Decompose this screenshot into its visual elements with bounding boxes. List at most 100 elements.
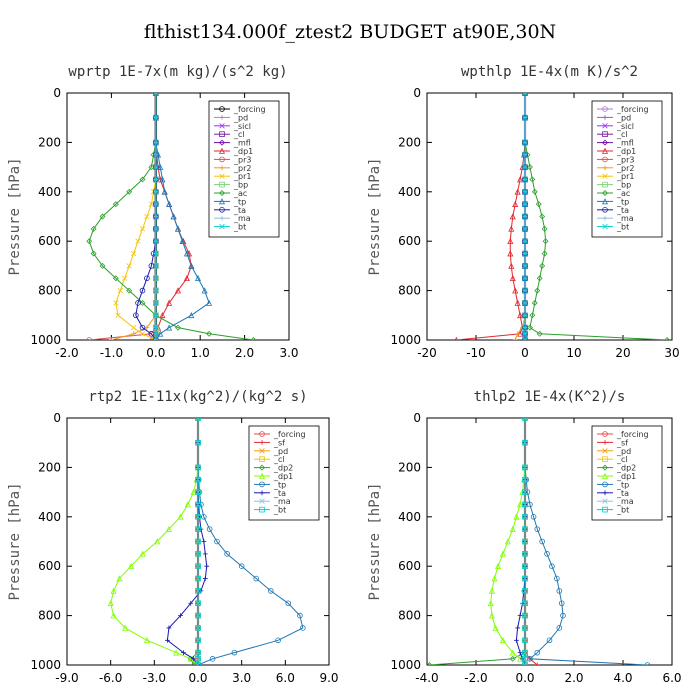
- series-line-pr3: [89, 93, 157, 340]
- data-point: [522, 501, 528, 508]
- data-point: [206, 526, 213, 532]
- data-point: [529, 176, 536, 183]
- series-line-ta: [135, 93, 157, 340]
- y-axis-label: Pressure [hPa]: [367, 157, 383, 275]
- panel-title: rtp2 1E-11x(kg^2)/(kg^2 s): [88, 389, 307, 405]
- data-point: [522, 226, 528, 232]
- data-point: [514, 188, 521, 195]
- data-point: [166, 625, 172, 631]
- data-point: [534, 287, 541, 294]
- data-point: [201, 539, 207, 544]
- data-point: [153, 213, 159, 220]
- x-tick-label: 4.0: [613, 671, 632, 685]
- data-point: [522, 152, 528, 158]
- data-point: [195, 538, 201, 545]
- legend-entry: _cl: [616, 130, 628, 139]
- data-point: [488, 612, 495, 619]
- data-point: [522, 600, 528, 607]
- x-tick-label: 2.0: [235, 346, 254, 360]
- data-point: [522, 164, 528, 170]
- legend-marker: [602, 123, 608, 129]
- data-point: [195, 476, 201, 483]
- x-tick-label: -3.0: [143, 671, 166, 685]
- y-tick-label: 400: [398, 510, 421, 524]
- legend-box: [208, 100, 280, 238]
- data-point: [110, 612, 117, 619]
- legend-marker: [602, 490, 608, 496]
- y-tick-label: 800: [38, 609, 61, 623]
- x-tick-label: 6.0: [662, 671, 681, 685]
- data-point: [153, 300, 159, 306]
- legend-entry: _bt: [273, 506, 286, 515]
- data-point: [178, 613, 183, 618]
- data-point: [177, 513, 184, 520]
- legend-marker: [219, 223, 225, 230]
- data-point: [165, 637, 170, 643]
- legend-marker: [602, 190, 608, 196]
- data-point: [214, 538, 220, 545]
- series-line-dp2: [429, 418, 526, 665]
- legend-entry: _tp: [273, 480, 286, 489]
- data-point: [195, 600, 201, 607]
- data-point: [175, 324, 181, 331]
- y-tick-label: 1000: [30, 333, 61, 347]
- data-point: [522, 189, 528, 195]
- data-point: [183, 250, 190, 257]
- legend-marker: [219, 156, 225, 163]
- data-point: [522, 238, 528, 244]
- data-point: [195, 464, 201, 471]
- data-point: [515, 625, 521, 631]
- x-tick-label: 9.0: [319, 671, 338, 685]
- data-point: [529, 312, 536, 319]
- data-point: [238, 563, 245, 569]
- data-point: [507, 237, 514, 244]
- data-point: [541, 250, 548, 257]
- legend-marker: [601, 198, 609, 205]
- data-point: [159, 176, 166, 183]
- legend-marker: [219, 123, 225, 129]
- legend-entry: _tp: [616, 480, 629, 489]
- data-point: [522, 250, 528, 257]
- legend-marker: [259, 481, 265, 488]
- data-point: [110, 587, 117, 594]
- data-point: [509, 213, 516, 220]
- data-point: [153, 263, 159, 269]
- data-point: [522, 324, 528, 331]
- x-tick-label: 3.0: [232, 671, 251, 685]
- legend-marker: [602, 223, 608, 230]
- data-point: [144, 637, 151, 644]
- data-point: [195, 501, 201, 508]
- y-tick-label: 200: [38, 135, 61, 149]
- data-point: [224, 551, 230, 557]
- legend-entry: _pd: [616, 113, 631, 122]
- y-axis-label: Pressure [hPa]: [367, 482, 383, 600]
- legend-entry: _pr2: [233, 164, 251, 173]
- data-point: [491, 575, 498, 582]
- data-point: [153, 324, 159, 331]
- plot-frame: [426, 92, 673, 341]
- data-point: [153, 226, 159, 232]
- x-tick-label: 30: [664, 346, 679, 360]
- data-point: [522, 93, 528, 96]
- data-point: [195, 656, 201, 662]
- legend-marker: [601, 472, 609, 479]
- legend-marker: [218, 147, 226, 154]
- legend-entry: _tp: [233, 197, 246, 206]
- data-point: [144, 213, 150, 220]
- data-point: [250, 337, 257, 340]
- data-point: [285, 600, 292, 607]
- data-point: [195, 418, 201, 421]
- data-point: [531, 188, 538, 195]
- legend-marker: [219, 207, 225, 213]
- data-point: [190, 488, 197, 495]
- x-tick-label: -2.0: [55, 346, 78, 360]
- legend-marker: [219, 139, 225, 146]
- legend-entry: _pd: [233, 113, 248, 122]
- data-point: [153, 176, 159, 183]
- y-tick-label: 200: [398, 460, 421, 474]
- legend-marker: [602, 156, 608, 163]
- data-point: [188, 600, 194, 606]
- figure-title: flthist134.000f_ztest2 BUDGET at90E,30N: [144, 21, 556, 43]
- data-point: [122, 624, 129, 631]
- data-point: [117, 287, 123, 294]
